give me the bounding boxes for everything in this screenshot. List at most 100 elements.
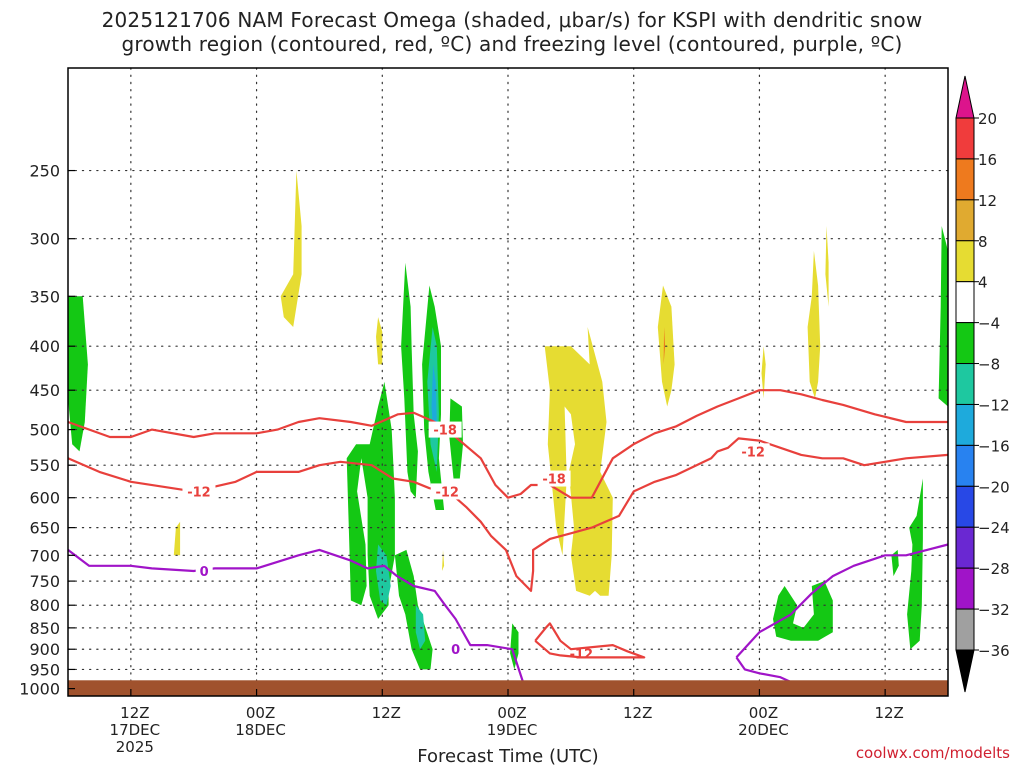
contour-label-bg-0-2 xyxy=(447,641,465,658)
omega-region-green-1 xyxy=(68,296,88,452)
x-tick-label-h66-1: 00Z xyxy=(749,704,778,722)
contour-line--18 xyxy=(67,389,948,499)
omega-region-green-9 xyxy=(891,549,899,577)
colorbar-bin-2 xyxy=(955,158,975,201)
omega-region-teal-2 xyxy=(376,544,391,606)
y-tick-label-250: 250 xyxy=(29,162,60,181)
omega-region-blue-1 xyxy=(431,364,437,437)
colorbar-bin-5 xyxy=(955,281,975,324)
x-axis-title: Forecast Time (UTC) xyxy=(417,746,598,767)
contour-line-0 xyxy=(67,548,528,691)
x-tick-label-h42-2: 19DEC xyxy=(487,721,538,739)
x-tick-label-h18-1: 00Z xyxy=(246,704,275,722)
contour-line--12 xyxy=(67,437,949,593)
contour-label-bg--12-4 xyxy=(736,443,770,460)
colorbar-bin-7 xyxy=(955,363,975,405)
colorbar-label-14: −36 xyxy=(978,642,1010,660)
contour-label-bg--12-2 xyxy=(430,483,464,500)
x-tick-label-h6-1: 12Z xyxy=(120,704,149,722)
x-tick-label-h42-1: 00Z xyxy=(497,704,526,722)
colorbar: 20 16 12 8 4 −4 −8 −12 −16 −20 −24 −28 −32 −36 xyxy=(955,75,1010,693)
colorbar-bin-6 xyxy=(955,322,975,365)
temperature-contours: -18-18-12-12-12-12000 xyxy=(67,389,949,696)
y-tick-label-300: 300 xyxy=(29,230,60,249)
omega-region-green-11 xyxy=(938,226,948,407)
y-tick-label-500: 500 xyxy=(29,421,60,440)
colorbar-bin-12 xyxy=(955,567,975,610)
chart-title-line-1: 2025121706 NAM Forecast Omega (shaded, μ… xyxy=(101,8,923,32)
omega-region-green-8 xyxy=(773,581,833,641)
colorbar-bottom-arrow xyxy=(955,649,975,693)
omega-region-green-4 xyxy=(401,262,418,498)
contour-line-0-east xyxy=(735,543,949,659)
colorbar-label-10: −20 xyxy=(978,478,1010,496)
y-tick-label-650: 650 xyxy=(29,519,60,538)
colorbar-top-arrow xyxy=(955,75,975,119)
omega-region-orange-1 xyxy=(663,327,666,365)
colorbar-label-4: 8 xyxy=(978,233,988,251)
colorbar-label-9: −16 xyxy=(978,437,1010,455)
colorbar-label-3: 12 xyxy=(978,192,997,210)
colorbar-bin-8 xyxy=(955,403,975,446)
omega-region-green-10 xyxy=(907,478,923,650)
colorbar-bin-3 xyxy=(955,199,975,242)
y-tick-label-750: 750 xyxy=(29,572,60,591)
omega-region-yellow-2 xyxy=(173,521,181,556)
watermark-url: coolwx.com/modelts xyxy=(855,744,1010,762)
omega-region-green-7 xyxy=(510,623,519,670)
colorbar-label-6: −4 xyxy=(978,315,1000,333)
colorbar-bin-4 xyxy=(955,240,975,283)
contour-label--12-2: -12 xyxy=(435,485,459,500)
contour-label-bg--12-1 xyxy=(182,483,216,500)
y-tick-label-700: 700 xyxy=(29,546,60,565)
x-tick-label-h78-1: 12Z xyxy=(874,704,903,722)
colorbar-bin-11 xyxy=(955,526,975,569)
contour-label-bg--18-2 xyxy=(537,470,571,487)
omega-region-teal-3 xyxy=(415,605,426,650)
y-tick-label-850: 850 xyxy=(29,619,60,638)
omega-region-yellow-4 xyxy=(442,549,445,571)
omega-region-yellow-1 xyxy=(280,170,302,327)
colorbar-label-7: −8 xyxy=(978,356,1000,374)
y-tick-label-350: 350 xyxy=(29,287,60,306)
colorbar-label-12: −28 xyxy=(978,560,1010,578)
colorbar-label-13: −32 xyxy=(978,601,1010,619)
contour-line--12-low xyxy=(534,622,646,659)
contour-label--12-3: -12 xyxy=(570,647,594,662)
colorbar-label-1: 20 xyxy=(978,110,997,128)
colorbar-bin-1 xyxy=(955,117,975,160)
y-tick-label-1000: 1000 xyxy=(19,680,60,699)
contour-label-0-2: 0 xyxy=(451,643,460,658)
omega-region-yellow-9 xyxy=(825,226,829,307)
plot-background xyxy=(68,68,948,696)
y-tick-label-900: 900 xyxy=(29,640,60,659)
y-tick-label-950: 950 xyxy=(29,660,60,679)
contour-label--12-4: -12 xyxy=(741,445,765,460)
chart-title-line-2: growth region (contoured, red, ºC) and f… xyxy=(121,32,903,56)
y-tick-label-550: 550 xyxy=(29,456,60,475)
colorbar-label-2: 16 xyxy=(978,151,997,169)
x-tick-label-h6-2: 17DEC xyxy=(110,721,161,739)
x-tick-label-h18-2: 18DEC xyxy=(235,721,286,739)
omega-region-yellow-8 xyxy=(807,250,821,399)
contour-label-bg-0-1 xyxy=(195,562,213,579)
contour-label--18-2: -18 xyxy=(542,473,566,488)
contour-label-bg--18-1 xyxy=(428,421,462,438)
omega-region-yellow-7 xyxy=(761,346,766,399)
y-tick-label-800: 800 xyxy=(29,596,60,615)
y-tick-label-450: 450 xyxy=(29,381,60,400)
x-tick-label-h54-1: 12Z xyxy=(623,704,652,722)
colorbar-bin-10 xyxy=(955,485,975,528)
colorbar-label-11: −24 xyxy=(978,519,1010,537)
y-tick-label-600: 600 xyxy=(29,489,60,508)
contour-label--12-1: -12 xyxy=(187,485,211,500)
x-tick-label-h6-3: 2025 xyxy=(116,738,154,756)
colorbar-label-8: −12 xyxy=(978,396,1010,414)
x-tick-label-h66-2: 20DEC xyxy=(738,721,789,739)
contour-label-0-1: 0 xyxy=(200,565,209,580)
y-tick-label-400: 400 xyxy=(29,337,60,356)
y-axis: 250 300 350 400 450 500 550 600 650 700 750 800 850 9… xyxy=(19,162,75,699)
ground-surface xyxy=(68,680,948,696)
